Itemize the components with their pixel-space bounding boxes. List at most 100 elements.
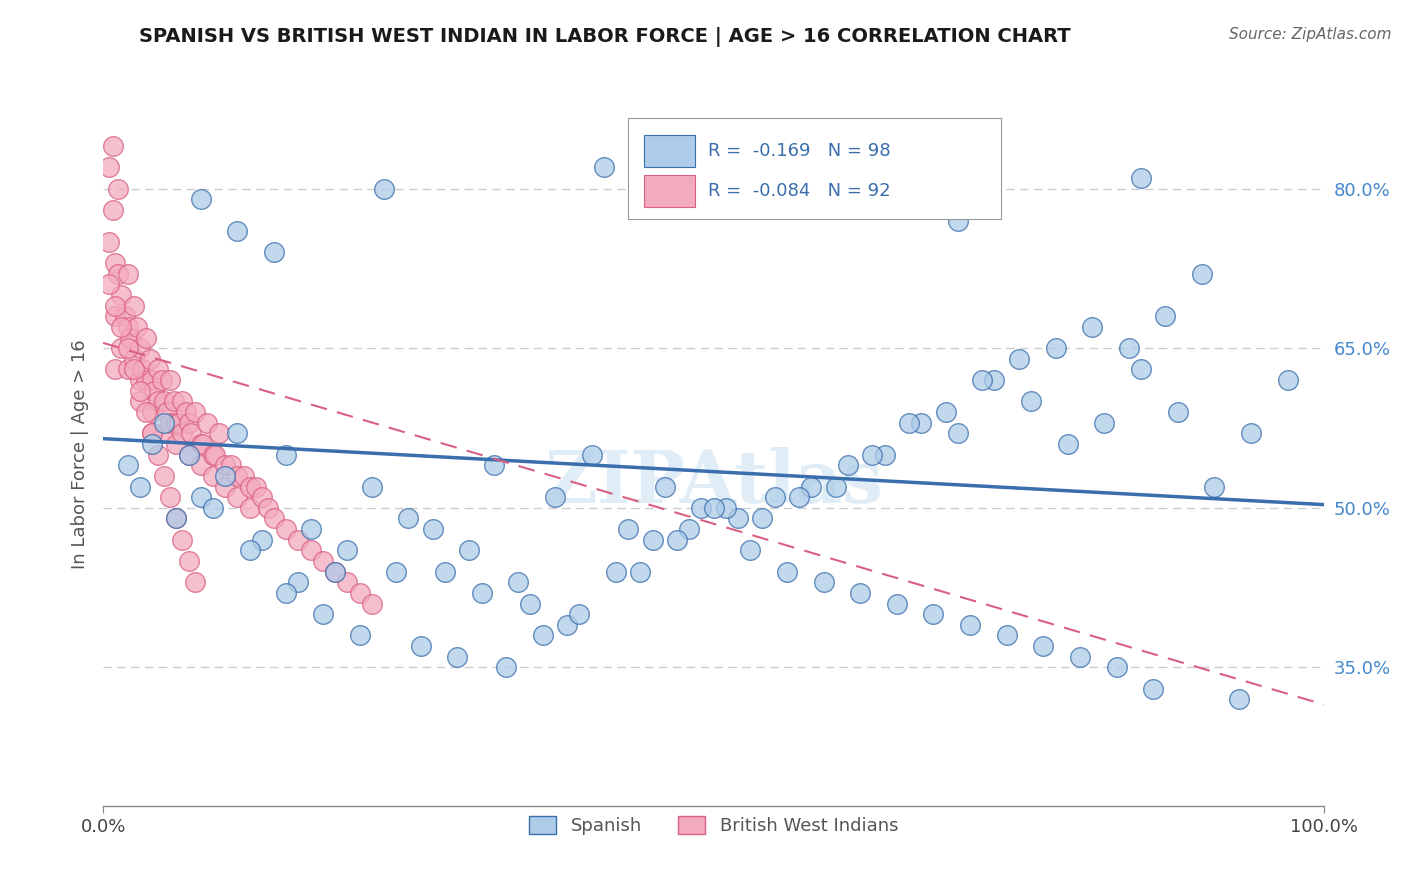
Point [360, 597, 382, 611]
Point [1045, 341, 1067, 355]
Point [1105, 660, 1128, 674]
Point [299, 543, 322, 558]
Point [1204, 479, 1226, 493]
Point [165, 511, 187, 525]
Point [312, 607, 335, 622]
Point [153, 394, 176, 409]
Point [245, 479, 267, 493]
Point [824, 479, 846, 493]
Point [813, 575, 835, 590]
Point [531, 628, 554, 642]
Point [396, 511, 419, 525]
Point [776, 565, 799, 579]
Point [568, 607, 591, 622]
Point [159, 416, 181, 430]
Text: SPANISH VS BRITISH WEST INDIAN IN LABOR FORCE | AGE > 16 CORRELATION CHART: SPANISH VS BRITISH WEST INDIAN IN LABOR … [139, 27, 1070, 46]
Point [135, 373, 157, 387]
Point [104, 362, 127, 376]
Point [666, 533, 689, 547]
Point [1130, 362, 1153, 376]
Point [276, 522, 298, 536]
Point [128, 479, 150, 493]
Point [177, 448, 200, 462]
Point [299, 522, 322, 536]
Point [221, 458, 243, 473]
Point [141, 426, 163, 441]
Point [800, 192, 823, 206]
Y-axis label: In Labor Force | Age > 16: In Labor Force | Age > 16 [72, 340, 89, 569]
Point [763, 490, 786, 504]
FancyBboxPatch shape [644, 175, 696, 208]
Point [226, 490, 249, 504]
Point [131, 362, 153, 376]
Point [1092, 416, 1115, 430]
Point [127, 320, 149, 334]
Point [1227, 692, 1250, 706]
Point [323, 565, 346, 579]
Point [128, 341, 150, 355]
Point [146, 394, 169, 409]
Legend: Spanish, British West Indians: Spanish, British West Indians [522, 808, 905, 842]
Point [183, 575, 205, 590]
Point [177, 554, 200, 568]
Point [153, 426, 176, 441]
Point [1240, 426, 1263, 441]
Point [703, 500, 725, 515]
Point [250, 490, 273, 504]
Point [135, 330, 157, 344]
Point [873, 448, 896, 462]
Point [995, 628, 1018, 642]
Point [172, 394, 194, 409]
Point [605, 565, 627, 579]
Point [195, 416, 218, 430]
Point [983, 373, 1005, 387]
Point [135, 405, 157, 419]
Point [935, 405, 957, 419]
Point [177, 448, 200, 462]
Point [409, 639, 432, 653]
Point [1056, 437, 1078, 451]
Point [165, 437, 187, 451]
Point [1118, 341, 1140, 355]
Point [193, 437, 215, 451]
Point [138, 351, 160, 366]
Point [110, 288, 132, 302]
Point [104, 310, 127, 324]
Point [122, 351, 145, 366]
Point [110, 341, 132, 355]
Point [153, 469, 176, 483]
Point [751, 511, 773, 525]
Point [323, 565, 346, 579]
Point [287, 533, 309, 547]
Point [128, 373, 150, 387]
Text: ZIPAtlas: ZIPAtlas [544, 447, 883, 518]
Point [495, 660, 517, 674]
Point [141, 426, 163, 441]
Point [446, 649, 468, 664]
Point [349, 586, 371, 600]
Point [101, 139, 124, 153]
Point [110, 320, 132, 334]
Point [114, 310, 136, 324]
Point [98, 235, 121, 249]
Point [153, 416, 176, 430]
Point [174, 405, 197, 419]
Point [1142, 681, 1164, 696]
Point [172, 426, 194, 441]
Point [849, 586, 872, 600]
Point [276, 586, 298, 600]
Point [159, 373, 181, 387]
Point [104, 299, 127, 313]
Point [641, 533, 664, 547]
Point [165, 511, 187, 525]
Point [190, 192, 212, 206]
Point [910, 416, 932, 430]
Point [349, 628, 371, 642]
Point [336, 543, 359, 558]
Point [117, 320, 139, 334]
Point [117, 362, 139, 376]
Point [180, 426, 202, 441]
Point [287, 575, 309, 590]
Point [837, 458, 859, 473]
Point [250, 533, 273, 547]
